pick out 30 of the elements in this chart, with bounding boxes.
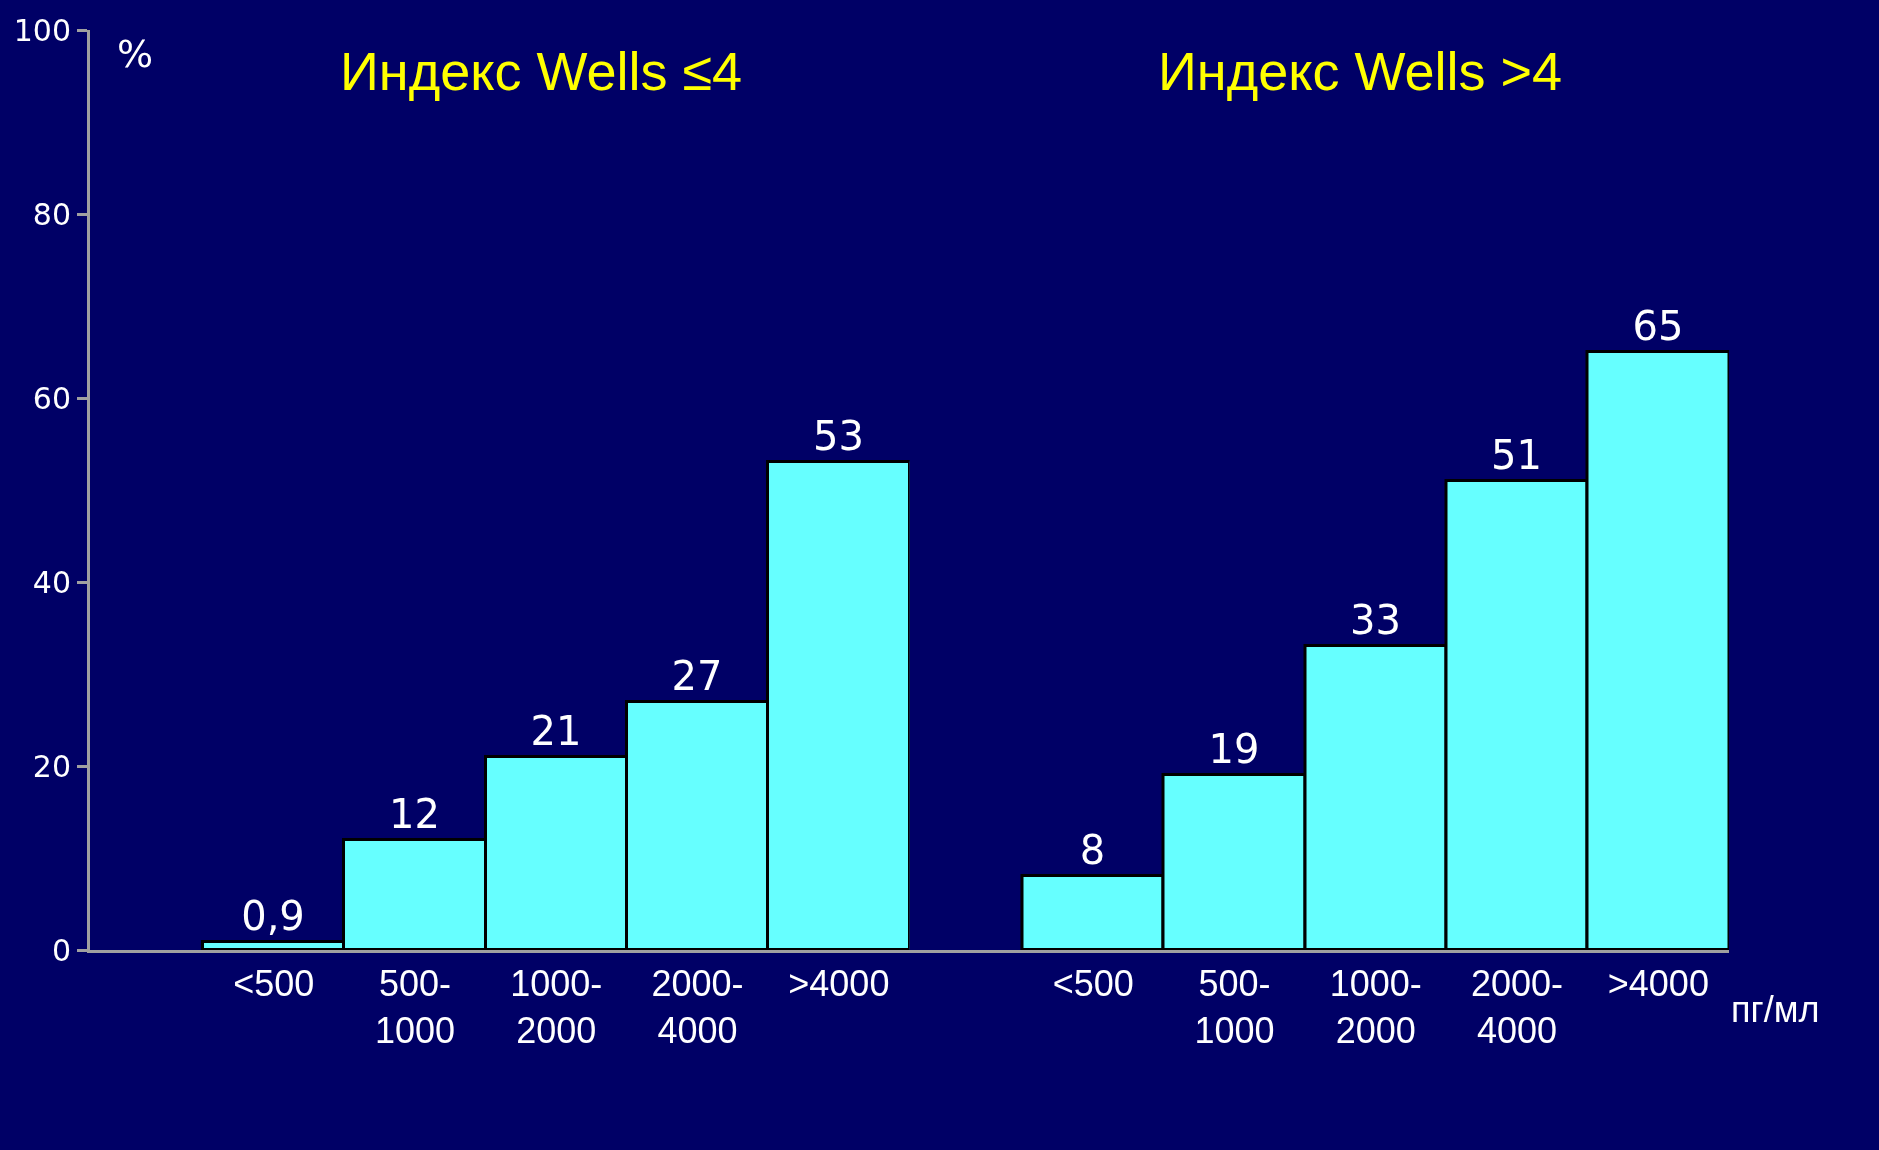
data-label: 65 [1632,302,1684,349]
x-tick-label: >4000 [1607,963,1709,1005]
y-tick-label: 0 [51,932,71,968]
y-tick-label: 80 [32,196,71,232]
data-label: 8 [1079,826,1106,873]
x-tick-label: 500-1000 [1194,963,1275,1051]
x-tick-label: 1000-2000 [510,963,603,1051]
data-label: 19 [1208,725,1260,772]
data-label: 33 [1350,596,1401,643]
data-label: 51 [1491,431,1542,478]
x-tick-label: 500-1000 [374,963,456,1051]
y-tick-label: 20 [32,748,71,784]
chart-title: Индекс Wells ≤4 [340,41,743,101]
data-label: 0,9 [241,892,305,939]
chart-title: Индекс Wells >4 [1158,41,1562,101]
data-label: 53 [813,412,864,459]
x-tick-label: 2000-4000 [651,963,744,1051]
x-tick-label: 1000-2000 [1329,963,1422,1051]
y-tick-label: 60 [32,380,71,416]
x-tick-label: 2000-4000 [1471,963,1564,1051]
y-axis-title: % [117,32,154,76]
x-tick-label: <500 [1052,963,1134,1005]
data-label: 21 [530,707,582,754]
data-label: 12 [389,790,440,837]
x-tick-label: <500 [233,963,315,1005]
data-label: 27 [671,652,723,699]
x-axis-title: пг/мл [1731,989,1820,1030]
y-tick-label: 100 [13,12,71,48]
x-tick-label: >4000 [788,963,890,1005]
y-tick-label: 40 [32,564,71,600]
